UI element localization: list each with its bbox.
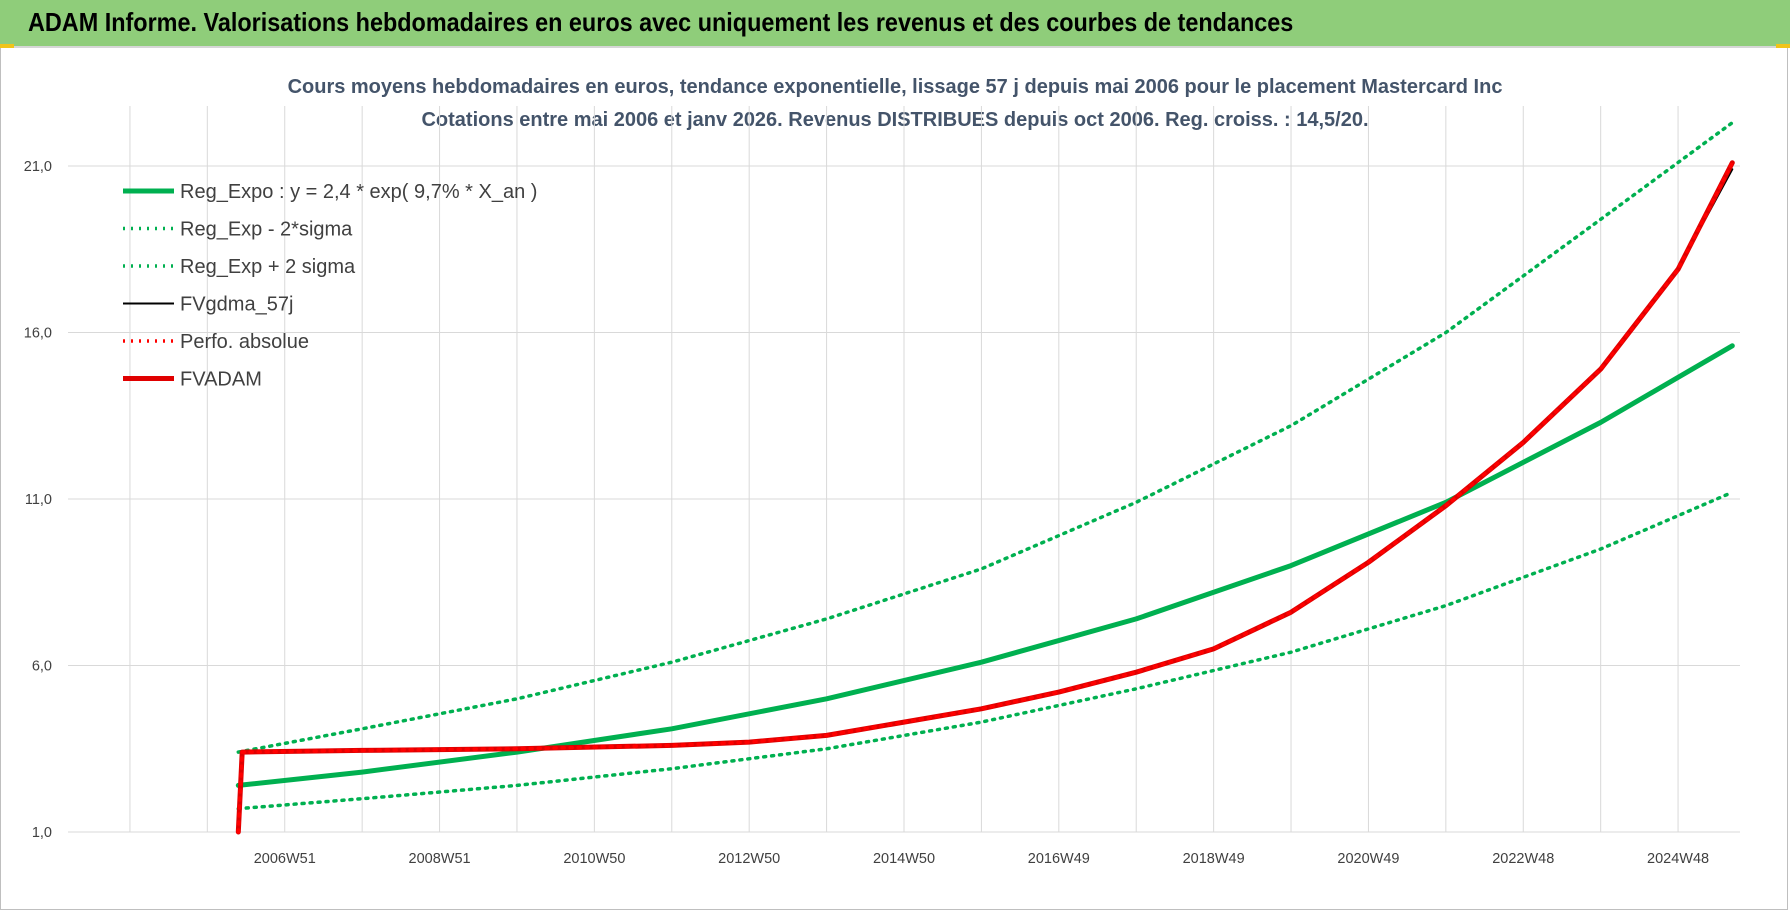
legend-label: Perfo. absolue xyxy=(180,331,309,353)
legend: Reg_Expo : y = 2,4 * exp( 9,7% * X_an ) R… xyxy=(123,181,537,391)
x-tick-label: 2020W49 xyxy=(1337,851,1399,867)
series-line-5 xyxy=(235,160,1735,835)
legend-label: FVADAM xyxy=(180,369,262,391)
report-header: ADAM Informe. Valorisations hebdomadaire… xyxy=(0,0,1790,48)
legend-label: Reg_Expo : y = 2,4 * exp( 9,7% * X_an ) xyxy=(180,181,537,203)
report-title: ADAM Informe. Valorisations hebdomadaire… xyxy=(28,7,1294,37)
x-tick-label: 2014W50 xyxy=(873,851,935,867)
gridlines xyxy=(68,106,1740,833)
series-line-4 xyxy=(236,160,1735,834)
series-line-3 xyxy=(237,168,1734,833)
x-tick-label: 2008W51 xyxy=(409,851,471,867)
series-line-0 xyxy=(235,343,1735,788)
legend-label: FVgdma_57j xyxy=(180,294,293,316)
x-tick-label: 2022W48 xyxy=(1492,851,1554,867)
legend-label: Reg_Exp + 2 sigma xyxy=(180,256,356,278)
corner-mark-right xyxy=(1776,44,1790,48)
x-tick-label: 2024W48 xyxy=(1647,851,1709,867)
series-line-1 xyxy=(236,490,1735,811)
x-tick-label: 2010W50 xyxy=(563,851,625,867)
x-tick-label: 2012W50 xyxy=(718,851,780,867)
legend-label: Reg_Exp - 2*sigma xyxy=(180,219,353,241)
x-tick-label: 2016W49 xyxy=(1028,851,1090,867)
y-tick-label: 11,0 xyxy=(25,492,52,508)
series-lines xyxy=(235,120,1735,835)
x-tick-label: 2018W49 xyxy=(1183,851,1245,867)
y-tick-label: 1,0 xyxy=(32,825,52,841)
y-axis: 1,0 6,0 11,0 16,0 21,0 xyxy=(24,159,52,841)
chart-subtitle: Cotations entre mai 2006 et janv 2026. R… xyxy=(421,109,1368,131)
y-tick-label: 16,0 xyxy=(24,326,52,342)
y-tick-label: 21,0 xyxy=(24,159,52,175)
series-line-2 xyxy=(236,120,1735,754)
x-tick-label: 2006W51 xyxy=(254,851,316,867)
x-axis: 2006W51 2008W51 2010W50 2012W50 2014W50 2016W… xyxy=(254,851,1709,867)
chart-title: Cours moyens hebdomadaires en euros, ten… xyxy=(288,76,1503,98)
y-tick-label: 6,0 xyxy=(32,659,52,675)
corner-mark-left xyxy=(0,44,14,48)
